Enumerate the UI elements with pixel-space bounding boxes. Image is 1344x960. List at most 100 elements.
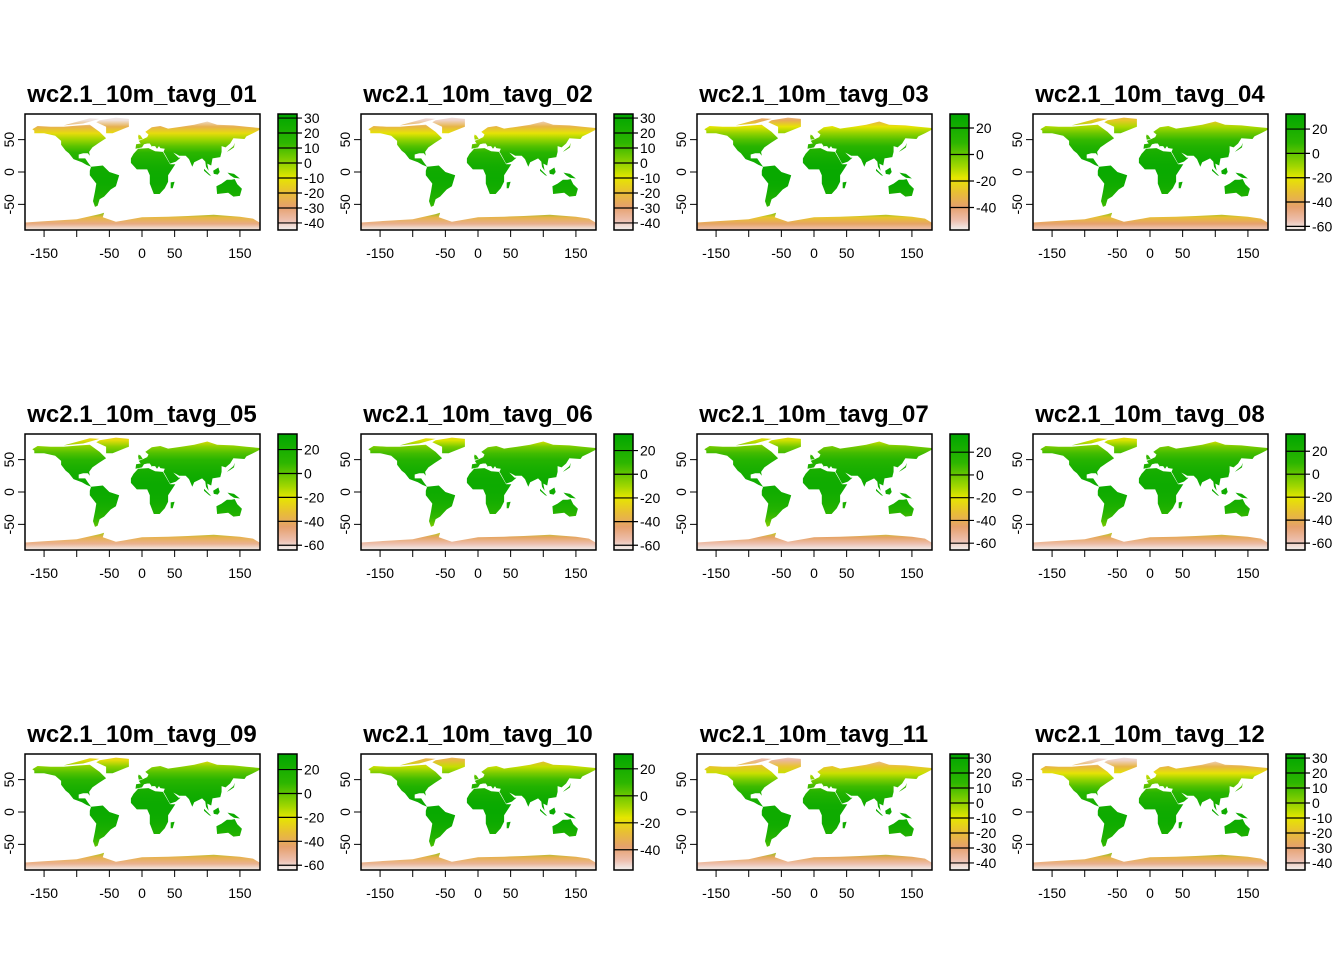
x-tick-label: 50	[167, 245, 183, 261]
x-tick-label: 150	[228, 885, 252, 901]
legend-tick-label: -40	[1312, 512, 1332, 528]
legend-tick-label: -40	[976, 855, 996, 871]
legend-tick-label: -60	[1312, 218, 1332, 234]
legend-tick-label: -10	[304, 170, 324, 186]
legend-colorbar	[1285, 753, 1306, 871]
land-australia	[552, 499, 578, 517]
land-australia	[216, 499, 242, 517]
land-uk	[1146, 774, 1151, 780]
panel-title: wc2.1_10m_tavg_04	[1034, 81, 1265, 108]
x-tick-label: 0	[1146, 245, 1154, 261]
land-greenland	[1104, 117, 1137, 134]
land-uk	[1146, 454, 1151, 460]
land-uk	[1146, 134, 1151, 140]
x-tick-label: 150	[564, 565, 588, 581]
x-tick-label: 50	[839, 885, 855, 901]
land-sa	[1097, 165, 1128, 207]
x-tick-label: 0	[138, 885, 146, 901]
y-tick-label: 0	[1009, 488, 1025, 496]
land-sa	[761, 485, 792, 527]
legend-tick-label: -10	[976, 810, 996, 826]
x-tick-label: 0	[474, 245, 482, 261]
land-na	[704, 124, 779, 167]
land-newguinea	[1235, 492, 1248, 499]
land-africa	[802, 468, 848, 514]
land-madagascar	[1178, 501, 1183, 509]
legend-tick-label: -20	[976, 490, 996, 506]
land-na	[32, 764, 107, 807]
x-tick-label: -50	[771, 565, 791, 581]
land-greenland	[1104, 437, 1137, 454]
land-japan	[1234, 142, 1243, 152]
y-tick-label: 50	[673, 452, 689, 468]
x-tick-label: -150	[702, 565, 730, 581]
x-tick-label: 150	[1236, 565, 1260, 581]
land-africa	[466, 788, 512, 834]
land-eurasia	[807, 441, 932, 491]
land-africa	[130, 468, 176, 514]
land-eurasia	[1143, 121, 1268, 171]
land-madagascar	[1178, 181, 1183, 189]
land-japan	[562, 782, 571, 792]
land-newguinea	[899, 172, 912, 179]
land-newguinea	[1235, 812, 1248, 819]
x-tick-label: 50	[503, 565, 519, 581]
land-sumatra	[1212, 488, 1220, 496]
raster-land	[697, 757, 932, 870]
legend-tick-label: -20	[1312, 170, 1332, 186]
legend-tick-label: -20	[640, 490, 660, 506]
legend-colorbar	[949, 433, 970, 551]
x-tick-label: 50	[839, 245, 855, 261]
land-borneo	[549, 167, 556, 175]
land-uk	[810, 774, 815, 780]
land-greenland	[432, 437, 465, 454]
land-sumatra	[204, 488, 212, 496]
legend-tick-label: 20	[304, 762, 320, 778]
land-antarctica	[25, 852, 260, 870]
y-tick-label: -50	[1009, 194, 1025, 214]
y-tick-label: -50	[673, 834, 689, 854]
land-eurasia	[135, 121, 260, 171]
land-sumatra	[876, 168, 884, 176]
land-sumatra	[540, 168, 548, 176]
y-tick-label: 50	[673, 772, 689, 788]
land-australia	[888, 499, 914, 517]
legend-tick-label: 30	[1312, 750, 1328, 766]
land-na	[368, 764, 443, 807]
land-sa	[89, 485, 120, 527]
panel-title: wc2.1_10m_tavg_12	[1034, 721, 1265, 748]
land-greenland	[96, 757, 129, 774]
raster-land	[361, 437, 596, 550]
land-australia	[552, 819, 578, 837]
y-tick-label: 50	[1, 452, 17, 468]
x-tick-label: -50	[771, 885, 791, 901]
land-uk	[474, 454, 479, 460]
land-eurasia	[135, 761, 260, 811]
land-australia	[216, 819, 242, 837]
y-tick-label: -50	[1, 834, 17, 854]
legend-tick-label: -40	[304, 215, 324, 231]
y-tick-label: 0	[1, 808, 17, 816]
legend-tick-label: -40	[640, 514, 660, 530]
land-eurasia	[807, 121, 932, 171]
raster-land	[25, 437, 260, 550]
land-borneo	[885, 807, 892, 815]
legend-tick-label: -60	[640, 537, 660, 553]
land-australia	[888, 819, 914, 837]
land-sa	[1097, 485, 1128, 527]
land-madagascar	[1178, 821, 1183, 829]
land-antarctica	[697, 532, 932, 550]
x-tick-label: -150	[366, 885, 394, 901]
land-sumatra	[876, 488, 884, 496]
land-africa	[802, 148, 848, 194]
map-panel: wc2.1_10m_tavg_09 -150 -50 0 50 150 -50 0 50 20 0 -…	[1, 721, 324, 901]
x-tick-label: 150	[900, 565, 924, 581]
land-japan	[226, 462, 235, 472]
legend-tick-label: -40	[640, 215, 660, 231]
land-newguinea	[899, 812, 912, 819]
legend-tick-label: 20	[1312, 121, 1328, 137]
x-tick-label: 50	[1175, 885, 1191, 901]
land-sumatra	[204, 168, 212, 176]
land-uk	[474, 774, 479, 780]
land-borneo	[213, 167, 220, 175]
